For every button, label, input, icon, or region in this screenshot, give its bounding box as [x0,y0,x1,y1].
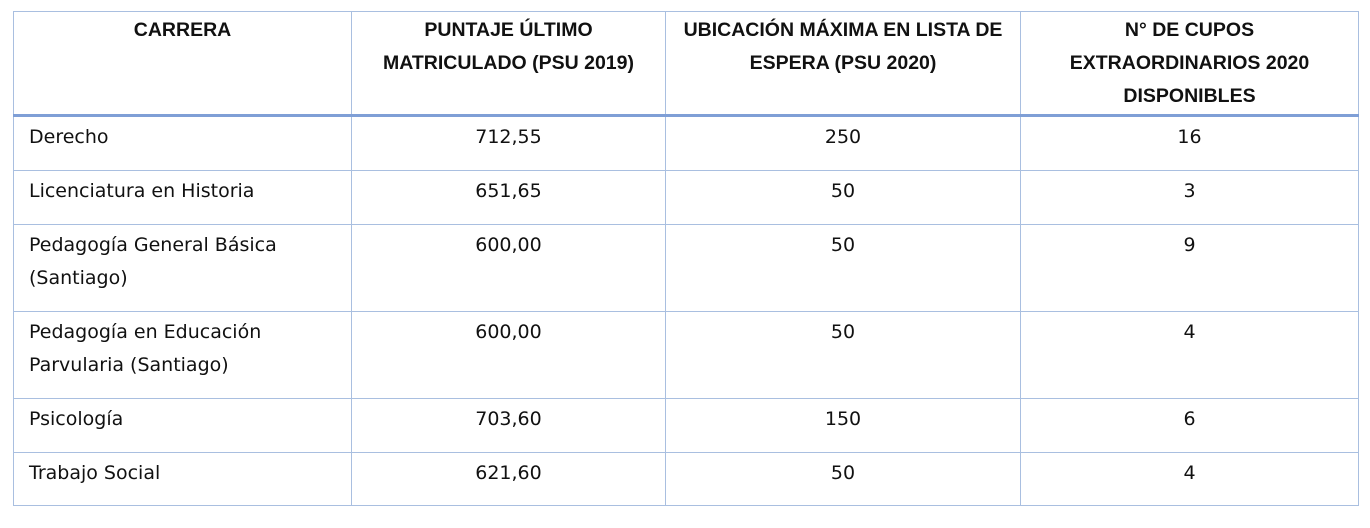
cell-carrera: Trabajo Social [13,452,352,506]
cell-puntaje: 600,00 [351,224,666,312]
cell-carrera: Derecho [13,115,352,171]
cell-puntaje: 621,60 [351,452,666,506]
cell-carrera: Pedagogía en Educación Parvularia (Santi… [13,311,352,399]
cell-carrera: Pedagogía General Básica (Santiago) [13,224,352,312]
cell-carrera: Psicología [13,398,352,453]
cell-carrera: Licenciatura en Historia [13,170,352,225]
table-row: Derecho 712,55 250 16 [13,115,1359,171]
table-row: Pedagogía General Básica (Santiago) 600,… [13,224,1359,312]
cell-cupos: 4 [1020,311,1359,399]
cell-puntaje: 712,55 [351,115,666,171]
cell-cupos: 6 [1020,398,1359,453]
cell-ubicacion: 250 [665,115,1021,171]
table-row: Trabajo Social 621,60 50 4 [13,452,1359,506]
cell-ubicacion: 50 [665,170,1021,225]
careers-table: CARRERA PUNTAJE ÚLTIMO MATRICULADO (PSU … [13,11,1359,506]
header-row: CARRERA PUNTAJE ÚLTIMO MATRICULADO (PSU … [13,11,1359,117]
table-row: Pedagogía en Educación Parvularia (Santi… [13,311,1359,399]
cell-cupos: 4 [1020,452,1359,506]
cell-puntaje: 600,00 [351,311,666,399]
header-ubicacion: UBICACIÓN MÁXIMA EN LISTA DE ESPERA (PSU… [665,11,1021,117]
cell-puntaje: 703,60 [351,398,666,453]
cell-ubicacion: 50 [665,452,1021,506]
table-row: Psicología 703,60 150 6 [13,398,1359,453]
cell-puntaje: 651,65 [351,170,666,225]
cell-ubicacion: 150 [665,398,1021,453]
cell-cupos: 9 [1020,224,1359,312]
header-carrera: CARRERA [13,11,352,117]
header-puntaje: PUNTAJE ÚLTIMO MATRICULADO (PSU 2019) [351,11,666,117]
cell-cupos: 3 [1020,170,1359,225]
table-row: Licenciatura en Historia 651,65 50 3 [13,170,1359,225]
cell-ubicacion: 50 [665,224,1021,312]
cell-cupos: 16 [1020,115,1359,171]
cell-ubicacion: 50 [665,311,1021,399]
header-cupos: N° DE CUPOS EXTRAORDINARIOS 2020 DISPONI… [1020,11,1359,117]
